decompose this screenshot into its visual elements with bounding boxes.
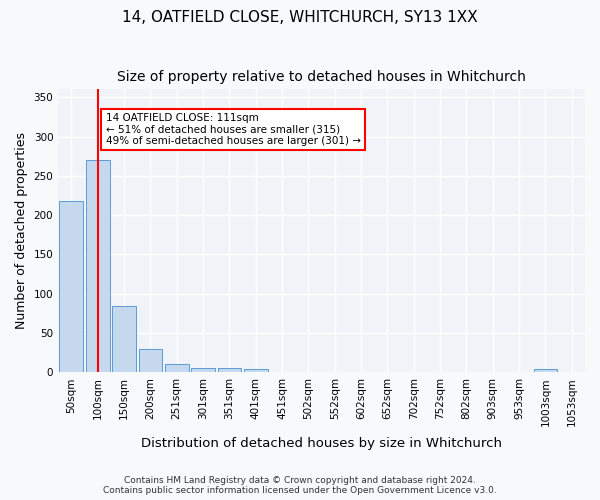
Title: Size of property relative to detached houses in Whitchurch: Size of property relative to detached ho… bbox=[117, 70, 526, 84]
Text: 14 OATFIELD CLOSE: 111sqm
← 51% of detached houses are smaller (315)
49% of semi: 14 OATFIELD CLOSE: 111sqm ← 51% of detac… bbox=[106, 113, 361, 146]
Bar bbox=[86, 160, 110, 372]
Text: Contains HM Land Registry data © Crown copyright and database right 2024.
Contai: Contains HM Land Registry data © Crown c… bbox=[103, 476, 497, 495]
Text: 14, OATFIELD CLOSE, WHITCHURCH, SY13 1XX: 14, OATFIELD CLOSE, WHITCHURCH, SY13 1XX bbox=[122, 10, 478, 25]
Bar bbox=[533, 370, 557, 372]
Bar bbox=[191, 368, 215, 372]
Bar bbox=[59, 201, 83, 372]
Bar bbox=[165, 364, 188, 372]
Bar bbox=[244, 370, 268, 372]
Bar bbox=[139, 349, 162, 372]
Y-axis label: Number of detached properties: Number of detached properties bbox=[15, 132, 28, 330]
Bar bbox=[112, 306, 136, 372]
Bar bbox=[218, 368, 241, 372]
X-axis label: Distribution of detached houses by size in Whitchurch: Distribution of detached houses by size … bbox=[141, 437, 502, 450]
